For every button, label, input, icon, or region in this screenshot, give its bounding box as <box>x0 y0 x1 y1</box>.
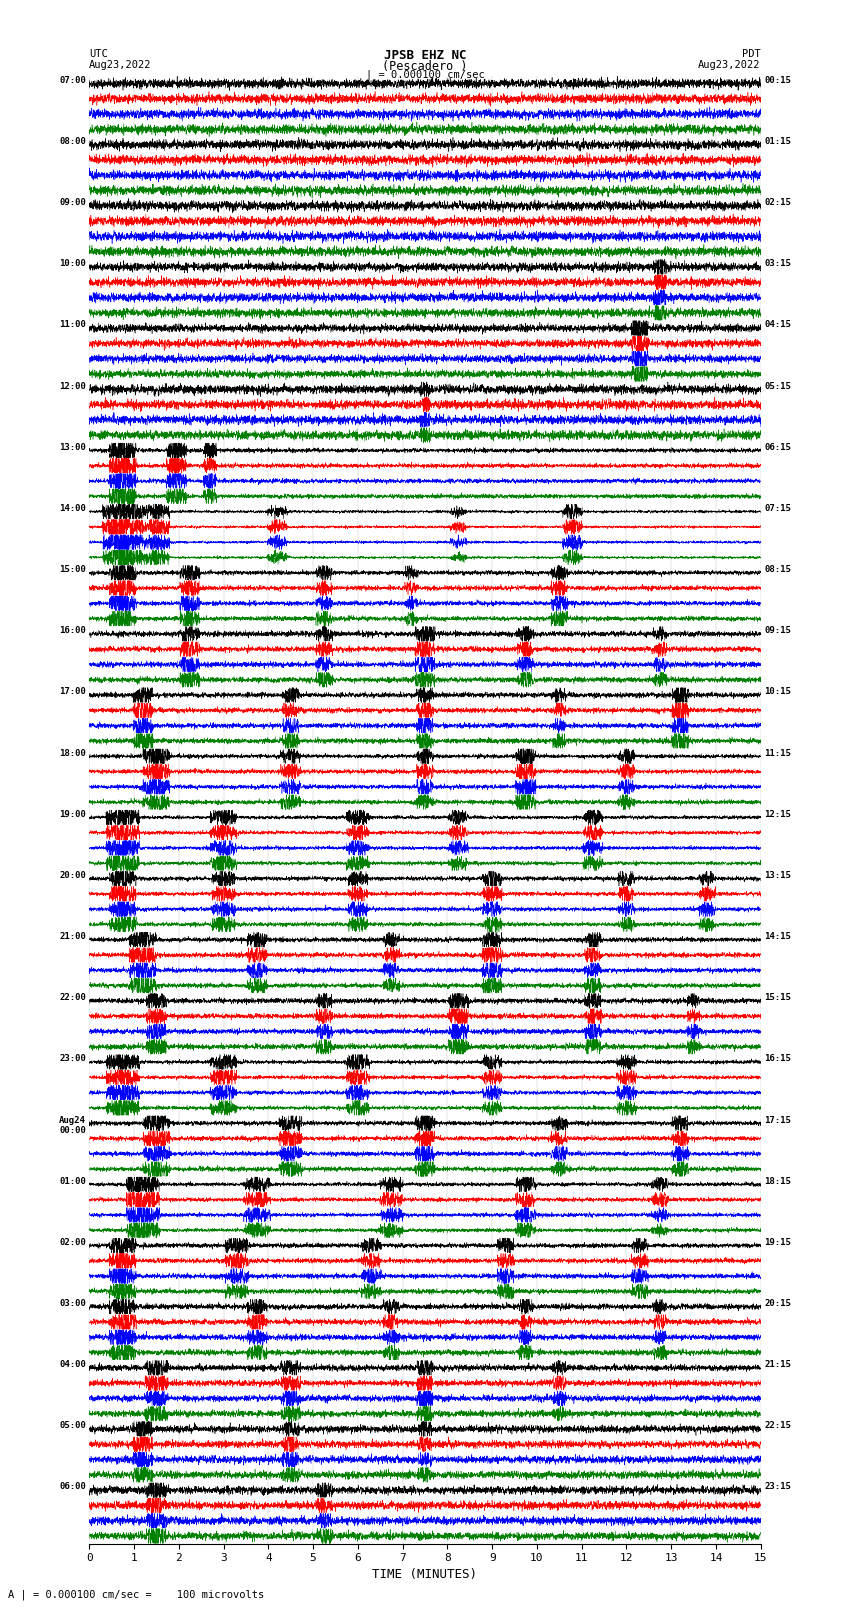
Text: 04:00: 04:00 <box>59 1360 86 1369</box>
Text: 00:15: 00:15 <box>764 76 791 85</box>
Text: 02:00: 02:00 <box>59 1237 86 1247</box>
Text: 14:15: 14:15 <box>764 932 791 940</box>
Text: 22:00: 22:00 <box>59 994 86 1002</box>
Text: 12:00: 12:00 <box>59 382 86 390</box>
Text: 01:15: 01:15 <box>764 137 791 145</box>
Text: 21:00: 21:00 <box>59 932 86 940</box>
Text: 20:00: 20:00 <box>59 871 86 879</box>
Text: 09:00: 09:00 <box>59 198 86 206</box>
Text: Aug23,2022: Aug23,2022 <box>89 60 152 69</box>
Text: 08:00: 08:00 <box>59 137 86 145</box>
Text: 18:15: 18:15 <box>764 1177 791 1186</box>
Text: Aug23,2022: Aug23,2022 <box>698 60 761 69</box>
Text: 17:00: 17:00 <box>59 687 86 697</box>
Text: 11:00: 11:00 <box>59 321 86 329</box>
Text: 07:15: 07:15 <box>764 503 791 513</box>
Text: 20:15: 20:15 <box>764 1298 791 1308</box>
Text: 07:00: 07:00 <box>59 76 86 85</box>
Text: A | = 0.000100 cm/sec =    100 microvolts: A | = 0.000100 cm/sec = 100 microvolts <box>8 1589 264 1600</box>
Text: 19:00: 19:00 <box>59 810 86 819</box>
Text: 15:00: 15:00 <box>59 565 86 574</box>
Text: | = 0.000100 cm/sec: | = 0.000100 cm/sec <box>366 69 484 81</box>
Text: Aug24
00:00: Aug24 00:00 <box>59 1116 86 1136</box>
Text: 08:15: 08:15 <box>764 565 791 574</box>
Text: 10:00: 10:00 <box>59 260 86 268</box>
Text: 16:00: 16:00 <box>59 626 86 636</box>
Text: 15:15: 15:15 <box>764 994 791 1002</box>
Text: 21:15: 21:15 <box>764 1360 791 1369</box>
Text: 23:00: 23:00 <box>59 1055 86 1063</box>
Text: 05:15: 05:15 <box>764 382 791 390</box>
Text: 22:15: 22:15 <box>764 1421 791 1431</box>
Text: 10:15: 10:15 <box>764 687 791 697</box>
Text: 13:15: 13:15 <box>764 871 791 879</box>
Text: 11:15: 11:15 <box>764 748 791 758</box>
Text: 06:15: 06:15 <box>764 444 791 452</box>
Text: 03:15: 03:15 <box>764 260 791 268</box>
X-axis label: TIME (MINUTES): TIME (MINUTES) <box>372 1568 478 1581</box>
Text: 01:00: 01:00 <box>59 1177 86 1186</box>
Text: 06:00: 06:00 <box>59 1482 86 1492</box>
Text: 23:15: 23:15 <box>764 1482 791 1492</box>
Text: 04:15: 04:15 <box>764 321 791 329</box>
Text: 17:15: 17:15 <box>764 1116 791 1124</box>
Text: 19:15: 19:15 <box>764 1237 791 1247</box>
Text: 12:15: 12:15 <box>764 810 791 819</box>
Text: 09:15: 09:15 <box>764 626 791 636</box>
Text: (Pescadero ): (Pescadero ) <box>382 60 468 73</box>
Text: 16:15: 16:15 <box>764 1055 791 1063</box>
Text: 05:00: 05:00 <box>59 1421 86 1431</box>
Text: 02:15: 02:15 <box>764 198 791 206</box>
Text: UTC: UTC <box>89 50 108 60</box>
Text: 14:00: 14:00 <box>59 503 86 513</box>
Text: 03:00: 03:00 <box>59 1298 86 1308</box>
Text: 13:00: 13:00 <box>59 444 86 452</box>
Text: PDT: PDT <box>742 50 761 60</box>
Text: 18:00: 18:00 <box>59 748 86 758</box>
Text: JPSB EHZ NC: JPSB EHZ NC <box>383 50 467 63</box>
